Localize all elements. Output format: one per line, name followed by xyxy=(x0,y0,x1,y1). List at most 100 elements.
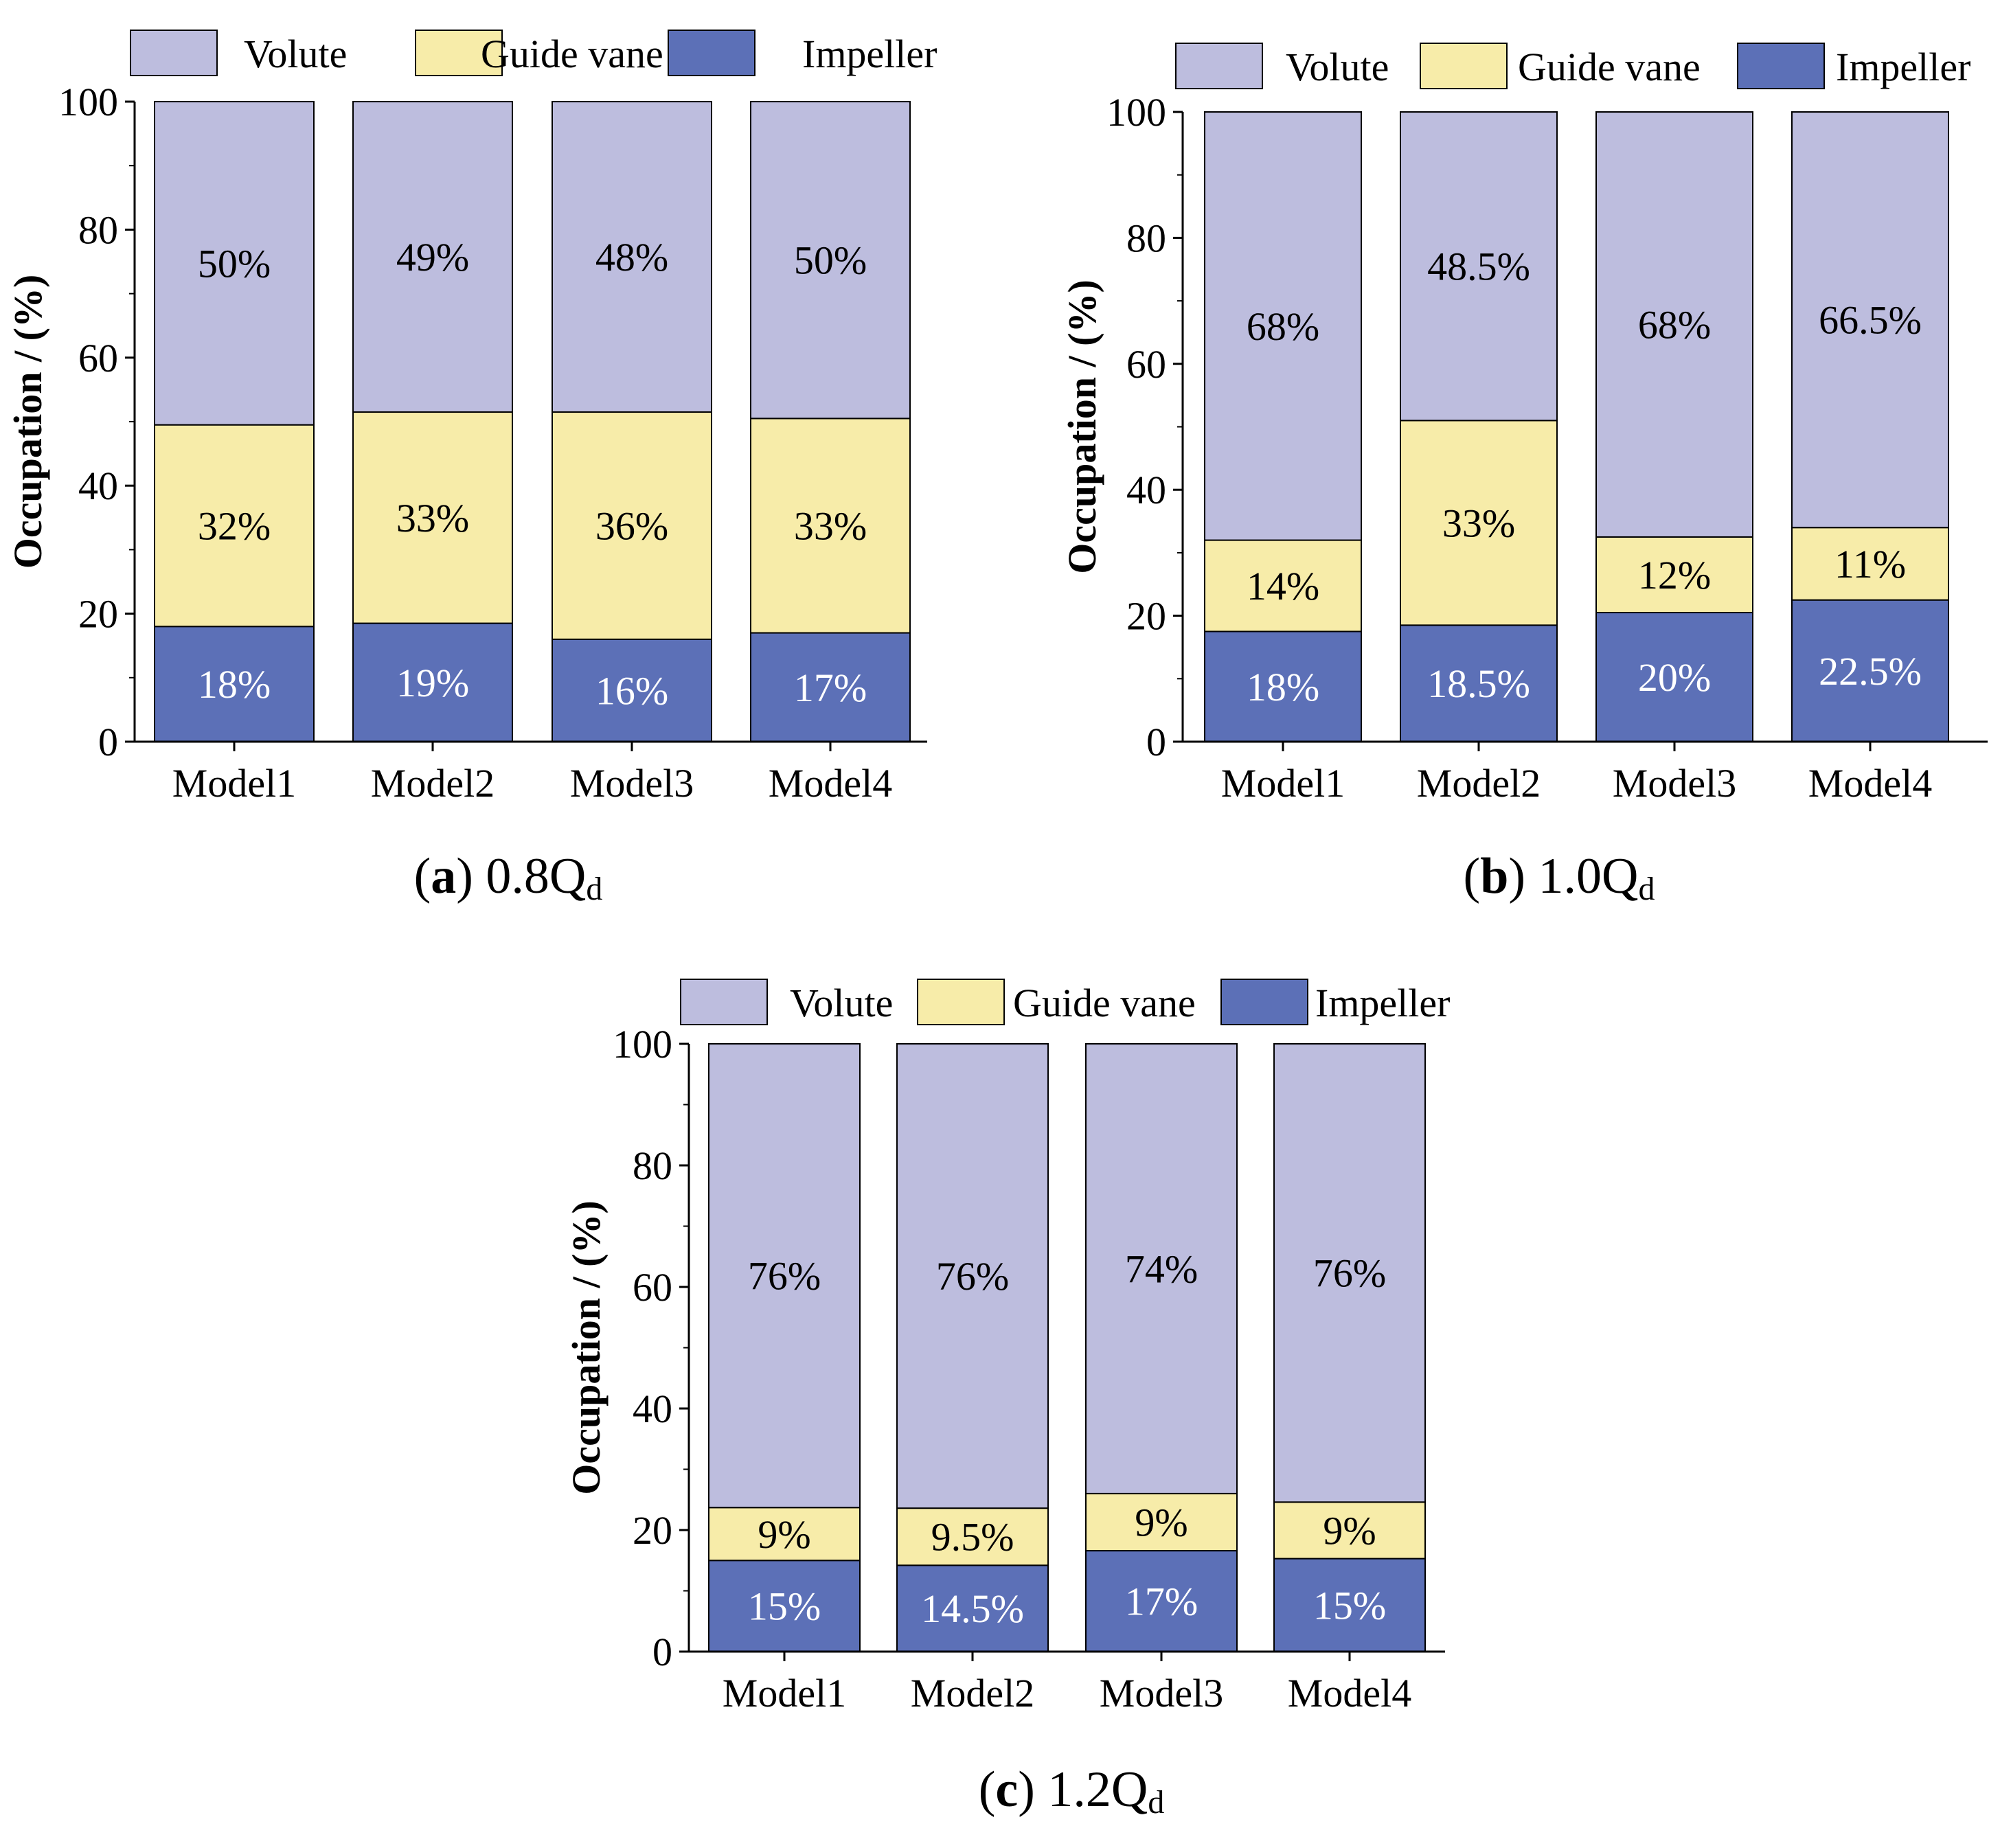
data-label-impeller-model3: 20% xyxy=(1638,655,1711,700)
bar-volute-model3 xyxy=(552,101,712,413)
bar-volute-model1 xyxy=(1204,111,1362,541)
bar-impeller-model2 xyxy=(896,1564,1049,1653)
y-tick-label: 20 xyxy=(1126,594,1166,639)
x-tick-label: Model2 xyxy=(371,761,495,806)
caption-subscript: d xyxy=(586,871,602,907)
x-tick-label: Model1 xyxy=(723,1671,846,1715)
data-label-guide-vane-model4: 9% xyxy=(1323,1508,1376,1553)
data-label-guide-vane-model4: 33% xyxy=(794,503,867,548)
caption-subscript: d xyxy=(1638,871,1655,907)
y-tick-label: 60 xyxy=(78,336,118,380)
legend-swatch-volute xyxy=(1175,43,1263,89)
legend: Volute Guide vane Impeller xyxy=(130,30,937,76)
legend-label-impeller: Impeller xyxy=(1836,45,1970,89)
y-tick-label: 60 xyxy=(633,1265,672,1310)
data-label-guide-vane-model2: 33% xyxy=(1442,501,1515,545)
caption-subscript: d xyxy=(1148,1784,1164,1821)
data-label-impeller-model3: 16% xyxy=(595,668,668,713)
bar-impeller-model4 xyxy=(750,632,911,742)
caption-paren-open: ( xyxy=(414,848,431,904)
y-tick-label: 20 xyxy=(633,1508,672,1553)
data-label-volute-model2: 49% xyxy=(396,235,469,280)
bar-guide-vane-model3 xyxy=(552,411,712,640)
caption-paren-open: ( xyxy=(1464,848,1481,904)
data-label-guide-vane-model2: 9.5% xyxy=(931,1515,1014,1560)
data-label-impeller-model2: 19% xyxy=(396,661,469,705)
legend-swatch-impeller xyxy=(1220,979,1308,1025)
legend-swatch-impeller xyxy=(1737,43,1825,89)
bar-volute-model3 xyxy=(1595,111,1753,538)
data-label-guide-vane-model2: 33% xyxy=(396,496,469,540)
bar-volute-model4 xyxy=(1273,1043,1426,1503)
x-tick-label: Model1 xyxy=(1221,761,1345,806)
bar-guide-vane-model4 xyxy=(1791,527,1949,601)
x-tick-label: Model3 xyxy=(1100,1671,1223,1715)
y-axis-title: Occupation / (%) xyxy=(5,275,50,569)
bar-guide-vane-model4 xyxy=(750,418,911,634)
legend-label-volute: Volute xyxy=(1286,45,1389,89)
data-label-volute-model1: 50% xyxy=(198,241,271,286)
legend-label-volute: Volute xyxy=(244,32,347,76)
x-tick-label: Model3 xyxy=(1613,761,1736,806)
bar-impeller-model1 xyxy=(1204,630,1362,743)
data-label-guide-vane-model3: 9% xyxy=(1135,1500,1188,1544)
data-label-guide-vane-model3: 12% xyxy=(1638,553,1711,597)
legend-swatch-volute xyxy=(680,979,768,1025)
data-label-volute-model3: 48% xyxy=(595,235,668,280)
data-label-volute-model2: 48.5% xyxy=(1427,244,1530,289)
legend-swatch-guide-vane xyxy=(415,30,503,76)
panel-caption: (a) 0.8Qd xyxy=(414,848,603,907)
caption-paren-close: ) xyxy=(1018,1761,1047,1818)
y-tick-label: 80 xyxy=(633,1143,672,1188)
data-label-impeller-model2: 18.5% xyxy=(1427,661,1530,706)
chart-panel-b: Volute Guide vane Impeller 18% 14% 68% 18.5% 33… xyxy=(1060,43,1988,907)
data-label-volute-model3: 74% xyxy=(1125,1246,1198,1291)
data-label-guide-vane-model1: 32% xyxy=(198,503,271,548)
bar-guide-vane-model2 xyxy=(1400,420,1558,626)
legend: Volute Guide vane Impeller xyxy=(680,979,1450,1025)
y-tick-label: 20 xyxy=(78,592,118,637)
y-tick-label: 0 xyxy=(1146,720,1166,764)
data-label-impeller-model3: 17% xyxy=(1125,1579,1198,1624)
x-tick-label: Model4 xyxy=(1288,1671,1411,1715)
bar-guide-vane-model3 xyxy=(1085,1492,1238,1552)
caption-paren-close: ) xyxy=(1508,848,1538,904)
chart-panel-a: Volute Guide vane Impeller 18% 32% 50% 19% 33% 4… xyxy=(5,30,937,907)
data-label-volute-model4: 66.5% xyxy=(1819,298,1922,343)
y-tick-label: 0 xyxy=(652,1630,672,1674)
legend-label-guide-vane: Guide vane xyxy=(481,32,663,76)
y-tick-label: 80 xyxy=(78,207,118,252)
legend-swatch-volute xyxy=(130,30,218,76)
x-tick-label: Model3 xyxy=(570,761,694,806)
y-tick-label: 100 xyxy=(1106,90,1166,135)
x-tick-label: Model1 xyxy=(172,761,296,806)
y-tick-label: 100 xyxy=(613,1022,672,1066)
data-label-impeller-model1: 18% xyxy=(198,662,271,707)
bar-impeller-model4 xyxy=(1791,599,1949,742)
bar-guide-vane-model1 xyxy=(1204,539,1362,632)
data-label-impeller-model4: 15% xyxy=(1313,1583,1386,1628)
y-axis-title: Occupation / (%) xyxy=(1060,280,1104,574)
bar-volute-model2 xyxy=(896,1043,1049,1509)
x-tick-label: Model4 xyxy=(769,761,892,806)
data-label-volute-model3: 68% xyxy=(1638,302,1711,347)
bar-volute-model1 xyxy=(708,1043,861,1509)
data-label-impeller-model1: 15% xyxy=(748,1584,821,1629)
data-label-guide-vane-model1: 9% xyxy=(758,1512,810,1557)
legend-label-guide-vane: Guide vane xyxy=(1013,981,1196,1025)
y-tick-label: 40 xyxy=(1126,468,1166,512)
legend: Volute Guide vane Impeller xyxy=(1175,43,1970,89)
panel-caption: (c) 1.2Qd xyxy=(979,1761,1165,1821)
y-tick-label: 60 xyxy=(1126,342,1166,387)
data-label-volute-model2: 76% xyxy=(936,1254,1009,1299)
bar-guide-vane-model2 xyxy=(352,411,513,624)
y-tick-label: 100 xyxy=(58,80,118,124)
caption-letter: a xyxy=(431,848,456,904)
bar-guide-vane-model4 xyxy=(1273,1501,1426,1560)
y-tick-label: 40 xyxy=(78,464,118,508)
bar-impeller-model3 xyxy=(552,638,712,742)
legend-label-guide-vane: Guide vane xyxy=(1518,45,1701,89)
data-label-volute-model4: 76% xyxy=(1313,1251,1386,1296)
bar-guide-vane-model2 xyxy=(896,1507,1049,1566)
